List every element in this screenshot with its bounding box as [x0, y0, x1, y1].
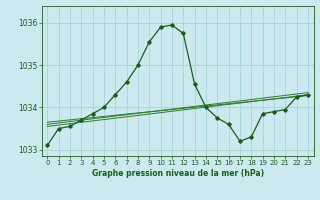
X-axis label: Graphe pression niveau de la mer (hPa): Graphe pression niveau de la mer (hPa) [92, 169, 264, 178]
